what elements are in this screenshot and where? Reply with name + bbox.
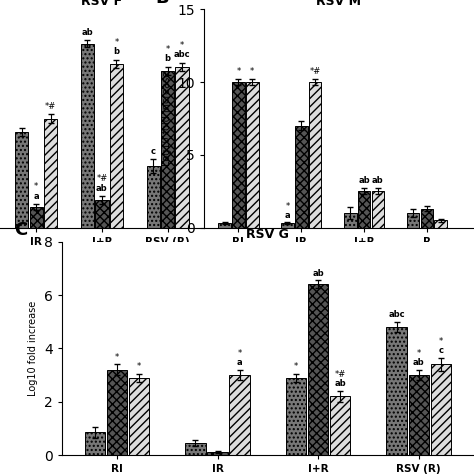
Bar (286, 378, 306, 455)
Text: *: * (237, 349, 242, 358)
Bar (229, 375, 250, 455)
Bar (107, 370, 127, 455)
Text: *#: *# (96, 174, 108, 183)
Text: *: * (165, 45, 170, 54)
Text: abc: abc (388, 310, 405, 319)
Text: a: a (33, 192, 39, 201)
Bar (407, 213, 419, 228)
Bar (308, 284, 328, 455)
Bar (246, 82, 258, 228)
Bar (420, 209, 433, 228)
Bar (29, 207, 43, 228)
Text: *: * (180, 41, 184, 50)
Text: a: a (284, 210, 290, 219)
Bar (175, 67, 189, 228)
Title: RSV F: RSV F (82, 0, 122, 9)
Bar (15, 132, 28, 228)
Bar (434, 220, 447, 228)
Bar (218, 223, 231, 228)
Text: b: b (164, 55, 171, 64)
Bar (129, 378, 149, 455)
Bar (109, 64, 123, 228)
Text: *: * (294, 362, 298, 371)
Text: *: * (250, 67, 255, 76)
Bar (161, 71, 174, 228)
Text: abc: abc (174, 50, 191, 59)
Bar (330, 396, 350, 455)
Text: c: c (151, 147, 155, 156)
Text: *#: *# (310, 67, 320, 76)
Text: ab: ab (358, 176, 370, 185)
Bar (431, 365, 451, 455)
Title: RSV M: RSV M (317, 0, 361, 9)
Bar (281, 223, 294, 228)
Text: *#: *# (335, 370, 346, 379)
Text: C: C (14, 221, 27, 239)
Bar (81, 44, 94, 228)
Bar (309, 82, 321, 228)
Bar (185, 443, 206, 455)
Text: B: B (155, 0, 169, 7)
Text: *: * (438, 337, 443, 346)
Text: *: * (417, 349, 421, 358)
Text: a: a (237, 358, 243, 367)
Text: ab: ab (96, 184, 108, 193)
Bar (372, 191, 384, 228)
Text: ab: ab (335, 379, 346, 388)
Text: ab: ab (372, 176, 383, 185)
Text: *: * (34, 182, 38, 191)
Text: ab: ab (312, 269, 324, 278)
Y-axis label: Log10 fold increase: Log10 fold increase (162, 71, 172, 166)
Text: ab: ab (82, 28, 93, 37)
Text: ab: ab (413, 358, 425, 367)
Bar (44, 118, 57, 228)
Bar (409, 375, 429, 455)
Bar (386, 327, 407, 455)
Text: *: * (285, 202, 290, 211)
Text: c: c (438, 346, 443, 355)
Text: *: * (137, 362, 141, 371)
Text: *#: *# (45, 102, 56, 111)
Bar (358, 191, 370, 228)
Text: *: * (236, 67, 240, 76)
Text: *: * (114, 38, 118, 47)
Bar (295, 126, 308, 228)
Y-axis label: Log10 fold increase: Log10 fold increase (28, 301, 38, 396)
Bar (232, 82, 245, 228)
Bar (146, 166, 160, 228)
Title: RSV G: RSV G (246, 228, 289, 241)
Bar (207, 452, 228, 455)
Bar (85, 432, 105, 455)
Text: *: * (115, 353, 119, 362)
Bar (344, 213, 356, 228)
Bar (95, 200, 109, 228)
Text: b: b (113, 47, 119, 56)
